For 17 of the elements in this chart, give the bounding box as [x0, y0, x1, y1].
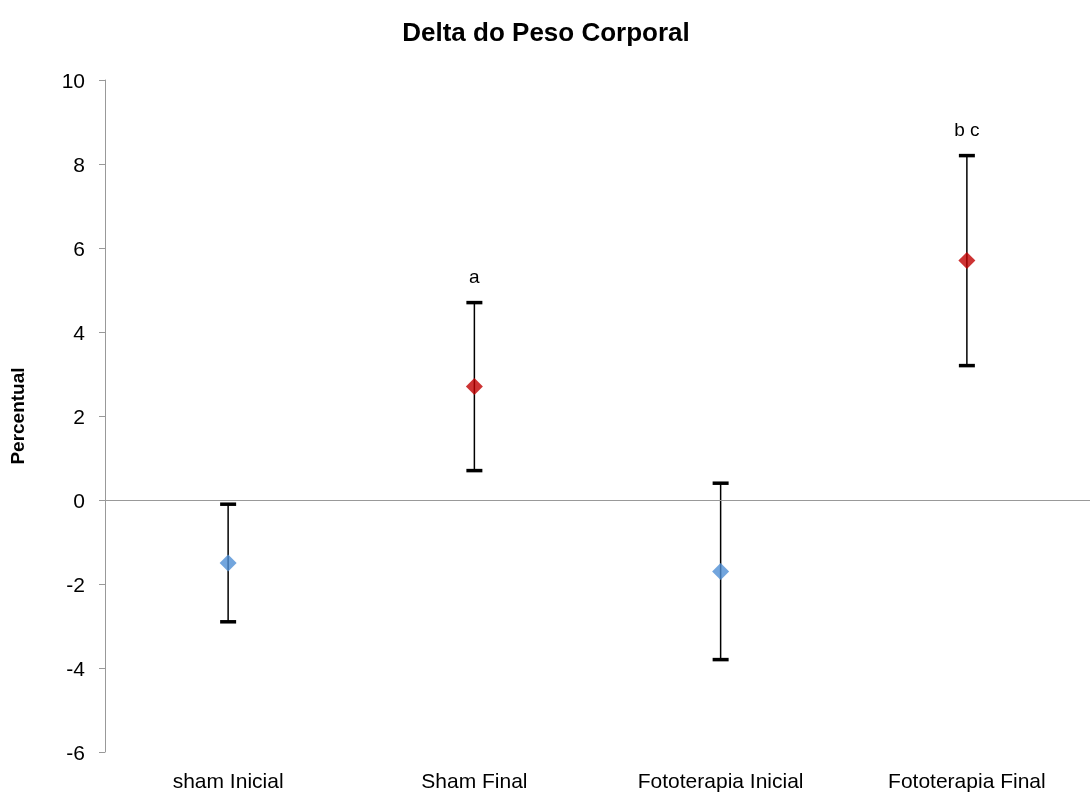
y-tick-label: 2: [73, 404, 85, 428]
y-tick-label: 10: [61, 68, 85, 92]
annotation: b c: [954, 119, 980, 141]
x-tick-label: Fototerapia Inicial: [637, 769, 804, 792]
annotation: a: [469, 266, 481, 288]
y-tick-label: -2: [66, 572, 85, 596]
y-tick-label: 8: [73, 152, 85, 176]
y-tick-label: 4: [73, 320, 86, 344]
y-tick-label: 0: [73, 488, 85, 512]
x-tick-label: sham Inicial: [172, 769, 284, 792]
x-tick-label: Sham Final: [421, 769, 528, 792]
y-tick-label: -6: [66, 740, 85, 764]
y-axis-title: Percentual: [7, 367, 28, 465]
y-tick-label: -4: [66, 656, 86, 680]
x-tick-label: Fototerapia Final: [888, 769, 1046, 792]
y-tick-label: 6: [73, 236, 85, 260]
chart-title: Delta do Peso Corporal: [402, 17, 690, 47]
